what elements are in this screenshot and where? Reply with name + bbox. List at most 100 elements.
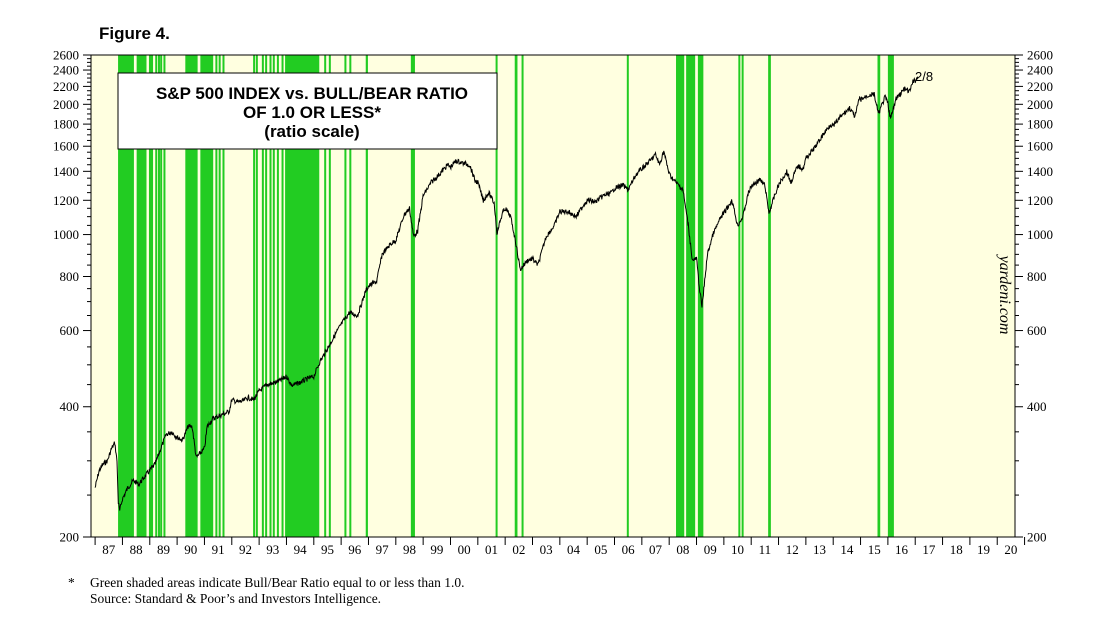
shaded-period: [157, 55, 160, 537]
y-tick-label-right: 1200: [1027, 193, 1053, 208]
x-tick-label: 15: [868, 542, 881, 557]
y-tick-label-right: 1800: [1027, 117, 1053, 132]
shaded-period: [768, 55, 771, 537]
x-tick-label: 06: [622, 542, 636, 557]
x-tick-label: 08: [676, 542, 689, 557]
shaded-period: [626, 55, 629, 537]
shaded-period: [118, 55, 134, 537]
y-tick-label-right: 2600: [1027, 48, 1053, 63]
y-tick-label-left: 2200: [53, 79, 79, 94]
series-line: [94, 76, 919, 511]
x-tick-label: 04: [567, 542, 581, 557]
x-tick-label: 95: [321, 542, 334, 557]
y-tick-label-left: 400: [60, 399, 80, 414]
x-tick-label: 05: [594, 542, 607, 557]
title-line-3: (ratio scale): [264, 122, 359, 141]
y-axis-right: 200 400 600 800 1000 1200 1400 1600 1800 2000 2200…: [1015, 48, 1053, 545]
x-tick-label: 10: [731, 542, 744, 557]
shaded-period: [185, 55, 198, 537]
x-tick-label: 18: [950, 542, 963, 557]
x-tick-label: 87: [102, 542, 116, 557]
watermark: yardeni.com: [996, 254, 1013, 335]
y-tick-label-left: 2000: [53, 97, 79, 112]
y-tick-label-right: 200: [1027, 530, 1047, 545]
y-tick-label-right: 400: [1027, 399, 1047, 414]
y-axis-left: 200 400 600 800 1000 1200 1400 1600 1800 2000 2200…: [53, 48, 91, 545]
y-tick-label-right: 2200: [1027, 79, 1053, 94]
shaded-period: [155, 55, 158, 537]
y-tick-label-left: 1800: [53, 117, 79, 132]
shaded-period: [514, 55, 518, 537]
x-tick-label: 19: [977, 542, 990, 557]
x-tick-label: 13: [813, 542, 826, 557]
shaded-period: [877, 55, 881, 537]
y-tick-label-right: 1000: [1027, 227, 1053, 242]
y-tick-label-right: 1400: [1027, 164, 1053, 179]
shaded-period: [160, 55, 163, 537]
shaded-period: [200, 55, 214, 537]
shaded-period: [253, 55, 256, 537]
shaded-period: [686, 55, 696, 537]
shaded-period: [741, 55, 744, 537]
y-tick-label-right: 600: [1027, 323, 1047, 338]
footnote: * Green shaded areas indicate Bull/Bear R…: [68, 575, 465, 607]
shaded-period: [163, 55, 166, 537]
x-tick-label: 11: [759, 542, 772, 557]
x-tick-label: 98: [403, 542, 416, 557]
y-tick-label-left: 1200: [53, 193, 79, 208]
x-tick-label: 93: [266, 542, 279, 557]
y-tick-label-left: 600: [60, 323, 80, 338]
x-tick-label: 97: [376, 542, 390, 557]
shaded-period: [269, 55, 272, 537]
shaded-period: [344, 55, 347, 537]
title-line-1: S&P 500 INDEX vs. BULL/BEAR RATIO: [156, 84, 468, 103]
x-tick-label: 96: [348, 542, 362, 557]
x-tick-label: 09: [704, 542, 717, 557]
x-tick-label: 88: [130, 542, 143, 557]
shaded-period: [324, 55, 327, 537]
end-date-label: 2/8: [915, 69, 933, 84]
x-tick-label: 01: [485, 542, 498, 557]
shaded-period: [281, 55, 284, 537]
shaded-period: [676, 55, 685, 537]
shaded-period: [349, 55, 352, 537]
shaded-period: [261, 55, 264, 537]
x-tick-label: 07: [649, 542, 663, 557]
x-tick-label: 94: [294, 542, 308, 557]
x-tick-label: 20: [1004, 542, 1017, 557]
footnote-line-2: Source: Standard & Poor’s and Investors …: [90, 591, 382, 606]
shaded-period: [215, 55, 218, 537]
x-tick-label: 02: [512, 542, 525, 557]
x-tick-label: 91: [212, 542, 225, 557]
y-tick-label-left: 800: [60, 269, 80, 284]
y-tick-label-right: 800: [1027, 269, 1047, 284]
y-tick-label-left: 2400: [53, 63, 79, 78]
x-tick-label: 89: [157, 542, 170, 557]
shaded-period: [276, 55, 279, 537]
shaded-period: [265, 55, 268, 537]
y-tick-label-left: 200: [60, 530, 80, 545]
title-line-2: OF 1.0 OR LESS*: [243, 103, 381, 122]
shaded-period: [365, 55, 368, 537]
shaded-period: [328, 55, 331, 537]
x-tick-label: 12: [786, 542, 799, 557]
shaded-period: [218, 55, 221, 537]
x-axis: 87 88 89 90 91 92 93 94 95 96 97 98 99 00 01 02 03 04 05 06…: [94, 537, 1026, 557]
x-tick-label: 17: [922, 542, 936, 557]
y-tick-label-left: 2600: [53, 48, 79, 63]
shaded-period: [136, 55, 147, 537]
y-tick-label-left: 1000: [53, 227, 79, 242]
footnote-marker: *: [68, 575, 75, 590]
shaded-period: [887, 55, 894, 537]
y-tick-label-right: 1600: [1027, 139, 1053, 154]
shaded-period: [738, 55, 741, 537]
x-tick-label: 14: [840, 542, 854, 557]
shaded-period: [148, 55, 154, 537]
x-tick-label: 99: [430, 542, 443, 557]
y-tick-label-right: 2400: [1027, 63, 1053, 78]
shaded-period: [222, 55, 225, 537]
figure-label: Figure 4.: [99, 24, 170, 43]
x-tick-label: 92: [239, 542, 252, 557]
shaded-period: [255, 55, 258, 537]
